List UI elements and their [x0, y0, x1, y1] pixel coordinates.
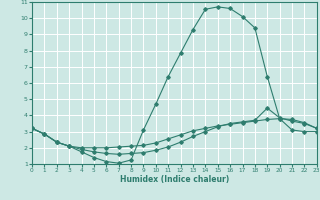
- X-axis label: Humidex (Indice chaleur): Humidex (Indice chaleur): [120, 175, 229, 184]
